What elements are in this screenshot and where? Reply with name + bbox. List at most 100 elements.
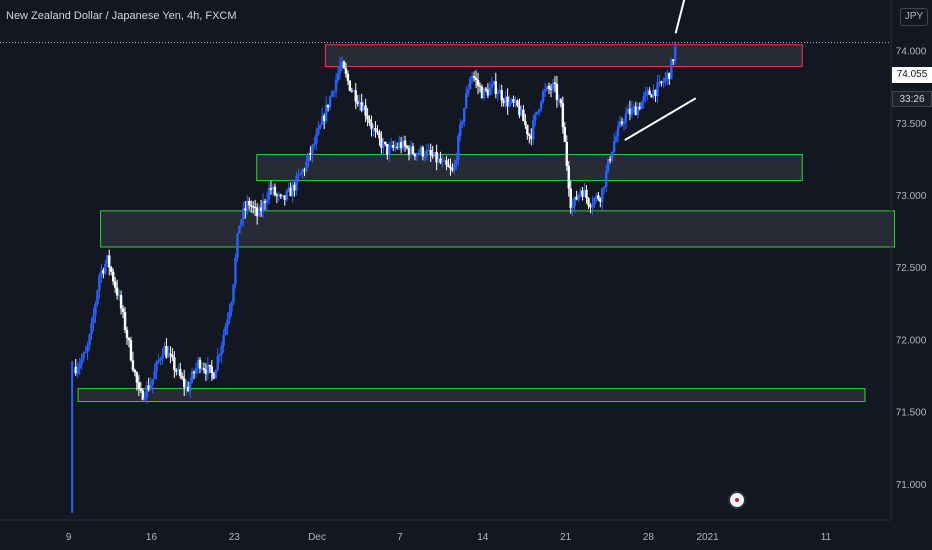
candle-body bbox=[76, 368, 79, 374]
candle-body bbox=[184, 386, 188, 388]
candle-body bbox=[88, 334, 91, 346]
candle-body bbox=[455, 160, 458, 165]
candle-body bbox=[561, 103, 565, 128]
candle-body bbox=[439, 158, 442, 163]
candle-body bbox=[244, 208, 247, 211]
candle-body bbox=[388, 146, 391, 155]
candle-body bbox=[395, 146, 399, 148]
candle-body bbox=[605, 170, 608, 187]
candle-body bbox=[309, 153, 312, 155]
candle-body bbox=[315, 134, 318, 144]
candle-body bbox=[608, 158, 612, 161]
candle-body bbox=[80, 359, 83, 365]
candle-body bbox=[480, 86, 484, 99]
candle-body bbox=[652, 89, 655, 98]
candle-body bbox=[470, 76, 474, 79]
candle-body bbox=[252, 206, 255, 208]
candle-body bbox=[654, 89, 657, 96]
candle-body bbox=[299, 173, 302, 175]
candle-body bbox=[403, 140, 407, 147]
candle-body bbox=[537, 109, 541, 112]
candle-body bbox=[390, 144, 393, 147]
replay-icon[interactable] bbox=[728, 491, 746, 509]
time-axis[interactable]: 9 16 23 Dec 7 14 21 28 2021 11 bbox=[66, 532, 832, 543]
candle-body bbox=[384, 141, 387, 145]
candle-body bbox=[214, 370, 217, 379]
candle-body bbox=[451, 168, 454, 171]
support-zone-3 bbox=[77, 388, 866, 403]
candle-body bbox=[90, 323, 93, 335]
candle-body bbox=[476, 80, 480, 86]
candle-body bbox=[82, 353, 85, 360]
y-tick-label: 71.000 bbox=[896, 480, 927, 491]
candle-body bbox=[346, 73, 350, 81]
candle-body bbox=[153, 371, 156, 380]
candle-body bbox=[113, 281, 117, 288]
currency-badge[interactable]: JPY bbox=[900, 8, 928, 26]
candle-body bbox=[662, 82, 665, 84]
candle-body bbox=[484, 88, 488, 90]
candle-body bbox=[289, 187, 292, 197]
candle-body bbox=[575, 196, 578, 200]
candle-body bbox=[553, 82, 557, 85]
candle-body bbox=[313, 143, 316, 145]
candle-body bbox=[392, 144, 395, 148]
candle-body bbox=[145, 385, 148, 398]
candle-body bbox=[449, 166, 452, 169]
candle-body bbox=[141, 390, 144, 400]
candle-body bbox=[297, 174, 300, 177]
candle-body bbox=[443, 160, 446, 162]
candle-body bbox=[433, 151, 436, 157]
candle-body bbox=[307, 153, 310, 162]
candle-body bbox=[188, 382, 192, 392]
price-axis[interactable]: 71.000 71.500 72.000 72.500 73.000 73.500 74.0… bbox=[896, 47, 927, 491]
candle-body bbox=[421, 147, 425, 157]
candle-body bbox=[670, 59, 673, 80]
candle-body bbox=[427, 150, 430, 152]
candle-body bbox=[557, 99, 561, 101]
candle-body bbox=[179, 369, 182, 377]
candle-body bbox=[226, 319, 229, 327]
candle-body bbox=[630, 108, 634, 115]
candle-body bbox=[161, 354, 164, 359]
candle-body bbox=[285, 190, 288, 200]
candle-body bbox=[348, 80, 352, 91]
candle-body bbox=[334, 79, 338, 92]
candle-body bbox=[380, 138, 383, 148]
candle-body bbox=[632, 106, 636, 109]
candle-body bbox=[269, 187, 273, 190]
candle-body bbox=[472, 76, 476, 78]
current-price-label: 74.055 bbox=[892, 67, 932, 83]
candle-body bbox=[328, 96, 332, 108]
candle-body bbox=[382, 141, 385, 148]
candle-body bbox=[232, 284, 235, 303]
candle-body bbox=[441, 160, 444, 163]
candle-body bbox=[133, 369, 137, 373]
candle-body bbox=[656, 82, 659, 96]
candle-body bbox=[200, 368, 204, 370]
candle-body bbox=[664, 77, 667, 83]
symbol-title[interactable]: New Zealand Dollar / Japanese Yen, 4h, F… bbox=[6, 10, 237, 22]
candle-body bbox=[370, 123, 373, 129]
candle-body bbox=[319, 124, 322, 129]
x-tick-label: 11 bbox=[821, 532, 832, 543]
candle-body bbox=[228, 311, 231, 320]
candle-body bbox=[425, 150, 428, 157]
candle-body bbox=[317, 128, 320, 135]
candle-body bbox=[190, 371, 194, 383]
candle-body bbox=[100, 270, 103, 276]
candle-body bbox=[271, 186, 275, 190]
candle-body bbox=[96, 290, 99, 305]
candle-body bbox=[595, 195, 598, 199]
y-tick-label: 71.500 bbox=[896, 408, 927, 419]
candle-body bbox=[248, 201, 251, 206]
candle-body bbox=[238, 225, 241, 234]
candle-body bbox=[399, 142, 403, 149]
candle-body bbox=[415, 153, 419, 157]
candle-body bbox=[104, 264, 107, 274]
candle-body bbox=[593, 198, 596, 205]
candle-body bbox=[646, 90, 649, 93]
candle-body bbox=[163, 346, 166, 355]
y-tick-label: 72.500 bbox=[896, 263, 927, 274]
